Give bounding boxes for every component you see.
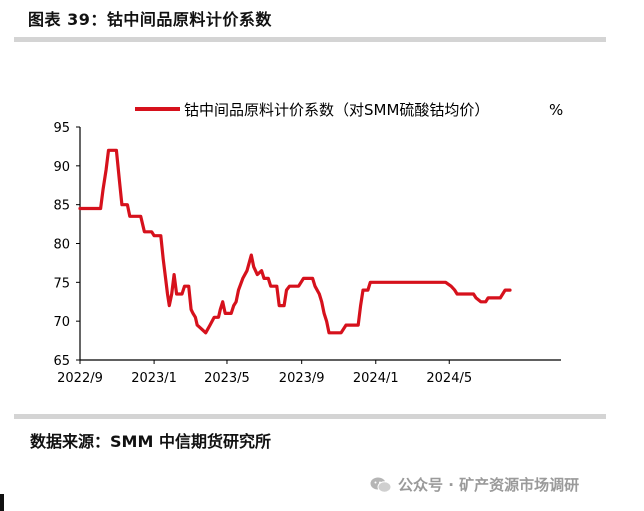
top-divider <box>14 37 606 42</box>
legend-label: 钴中间品原料计价系数（对SMM硫酸钴均价） <box>184 101 489 119</box>
wechat-icon <box>370 477 392 493</box>
y-tick-label: 65 <box>53 354 70 369</box>
y-tick-label: 90 <box>53 160 70 175</box>
line-chart: 钴中间品原料计价系数（对SMM硫酸钴均价） % 65 70 75 80 85 90 95 2… <box>53 101 563 386</box>
figure-title: 图表 39：钴中间品原料计价系数 <box>28 10 272 29</box>
y-tick-label: 80 <box>53 238 70 253</box>
x-tick-label: 2024/5 <box>426 371 472 386</box>
x-tick-label: 2023/1 <box>131 371 177 386</box>
watermark-text: 公众号 · 矿产资源市场调研 <box>398 476 580 494</box>
chart-legend: 钴中间品原料计价系数（对SMM硫酸钴均价） % <box>135 101 563 119</box>
y-tick-label: 85 <box>53 199 70 214</box>
x-tick-label: 2023/5 <box>204 371 250 386</box>
y-tick-label: 70 <box>53 315 70 330</box>
data-source-note: 数据来源：SMM 中信期货研究所 <box>30 432 271 451</box>
x-tick-label: 2023/9 <box>279 371 325 386</box>
legend-unit: % <box>549 101 563 119</box>
y-tick-label: 75 <box>53 276 70 291</box>
series-line <box>78 148 512 335</box>
y-axis: 65 70 75 80 85 90 95 <box>53 121 80 369</box>
x-axis: 2022/9 2023/1 2023/5 2023/9 2024/1 2024/5 <box>57 360 472 386</box>
corner-mark <box>0 494 4 511</box>
bottom-divider <box>14 414 606 419</box>
x-tick-label: 2022/9 <box>57 371 103 386</box>
watermark: 公众号 · 矿产资源市场调研 <box>370 474 579 495</box>
x-tick-label: 2024/1 <box>353 371 399 386</box>
y-tick-label: 95 <box>53 121 70 136</box>
